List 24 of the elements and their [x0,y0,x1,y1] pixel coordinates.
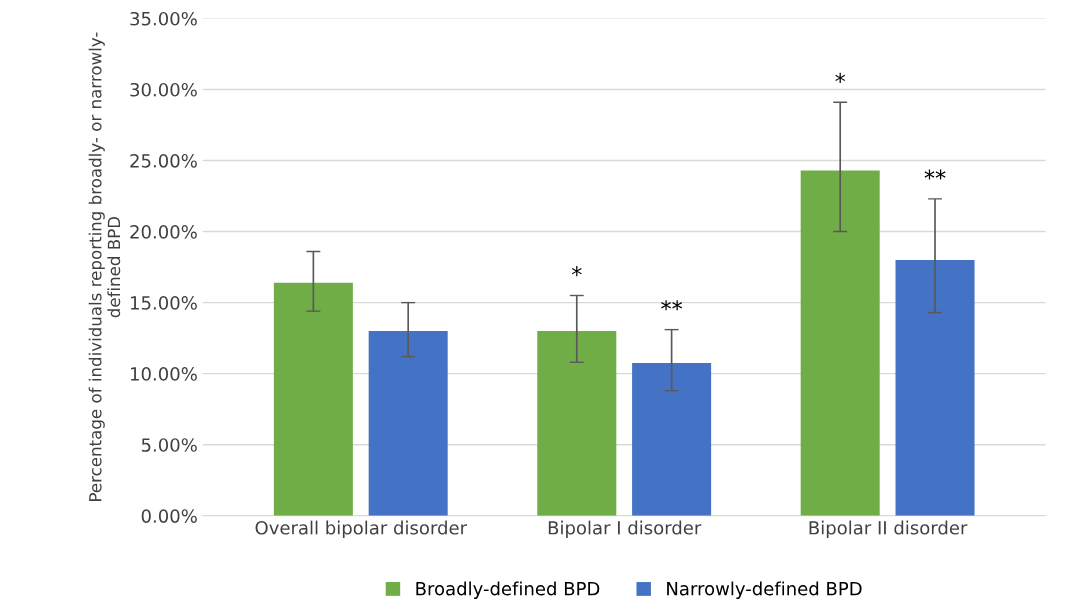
y-tick-label: 35.00% [130,11,197,26]
annotation: ** [924,169,946,180]
bar [368,331,448,516]
y-tick-label: 0.00% [141,509,197,523]
bar [895,259,975,516]
bar [537,331,617,516]
annotation: * [835,72,846,83]
y-tick-label: 25.00% [130,153,197,168]
y-tick-label: 30.00% [130,82,197,97]
legend-label: Narrowly-defined BPD [667,581,862,599]
bar [273,282,353,516]
y-tick-label: 5.00% [141,438,197,452]
x-tick-label: Bipolar I disorder [548,520,702,539]
y-tick-label: 10.00% [131,367,197,381]
x-tick-label: Bipolar II disorder [809,520,968,539]
y-tick-label: 20.00% [130,225,197,239]
annotation: ** [661,300,683,311]
legend-label: Broadly-defined BPD [416,581,600,599]
y-axis-title: Percentage of individuals reporting broadly- or narrowly- defined BPD [88,32,121,501]
y-tick-label: 15.00% [131,296,197,310]
bar [800,170,880,516]
annotation: * [571,266,582,277]
x-tick-label: Overall bipolar disorder [255,520,468,539]
bar [632,363,712,516]
